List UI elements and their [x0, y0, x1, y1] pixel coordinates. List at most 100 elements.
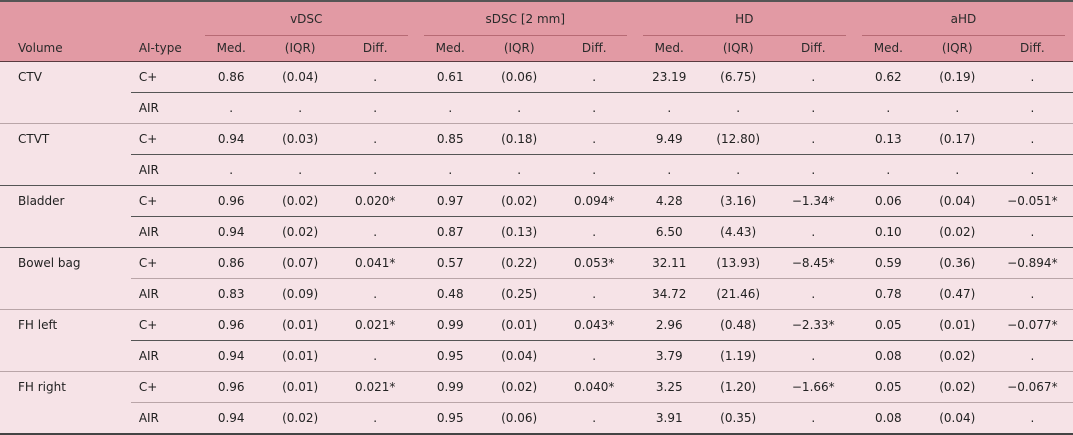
- cell-v-iqr: .: [265, 154, 335, 186]
- cell-s-diff: 0.040*: [553, 371, 635, 403]
- cell-s-diff: 0.053*: [553, 247, 635, 279]
- cell-h-diff: −1.34*: [772, 185, 854, 217]
- cell-s-iqr: (0.01): [484, 309, 554, 341]
- cell-v-med: 0.94: [196, 340, 266, 372]
- cell-a-med: 0.10: [853, 216, 923, 248]
- cell-v-med: 0.96: [196, 185, 266, 217]
- table-row: AIR 0.94 (0.02). 0.87 (0.13). 6.50 (4.43). 0.10…: [0, 216, 1073, 248]
- cell-ai-type: AIR: [130, 402, 197, 435]
- cell-h-med: 32.11: [634, 247, 704, 279]
- cell-h-med: 34.72: [634, 278, 704, 310]
- cell-v-diff: .: [334, 402, 416, 435]
- cell-v-med: 0.83: [196, 278, 266, 310]
- cell-s-med: 0.87: [415, 216, 485, 248]
- cell-a-diff: −0.051*: [991, 185, 1073, 217]
- cell-v-diff: .: [334, 278, 416, 310]
- cell-v-med: .: [196, 154, 266, 186]
- cell-ai-type: AIR: [130, 278, 197, 310]
- cell-h-iqr: (0.48): [703, 309, 773, 341]
- cell-h-med: 2.96: [634, 309, 704, 341]
- cell-ai-type: C+: [130, 309, 197, 341]
- cell-v-iqr: .: [265, 92, 335, 124]
- cell-v-iqr: (0.03): [265, 123, 335, 155]
- column-header-med: Med.: [196, 35, 266, 62]
- group-header-hd: HD: [635, 1, 854, 35]
- cell-h-iqr: (12.80): [703, 123, 773, 155]
- cell-h-med: .: [634, 154, 704, 186]
- column-header-iqr: (IQR): [922, 35, 992, 62]
- cell-a-diff: .: [991, 216, 1073, 248]
- cell-a-diff: .: [991, 340, 1073, 372]
- cell-a-med: 0.08: [853, 340, 923, 372]
- cell-h-iqr: (3.16): [703, 185, 773, 217]
- cell-h-diff: .: [772, 92, 854, 124]
- cell-h-iqr: (6.75): [703, 61, 773, 93]
- column-header-diff: Diff.: [334, 35, 416, 62]
- cell-s-iqr: (0.02): [484, 371, 554, 403]
- cell-v-iqr: (0.01): [265, 309, 335, 341]
- cell-s-iqr: (0.06): [484, 61, 554, 93]
- cell-s-med: 0.57: [415, 247, 485, 279]
- cell-s-iqr: (0.22): [484, 247, 554, 279]
- cell-h-iqr: (21.46): [703, 278, 773, 310]
- cell-s-iqr: (0.06): [484, 402, 554, 435]
- cell-v-diff: 0.041*: [334, 247, 416, 279]
- cell-a-diff: .: [991, 402, 1073, 435]
- cell-h-med: 4.28: [634, 185, 704, 217]
- cell-s-med: 0.97: [415, 185, 485, 217]
- cell-ai-type: C+: [130, 247, 197, 279]
- cell-v-med: 0.86: [196, 61, 266, 93]
- cell-a-med: .: [853, 92, 923, 124]
- table-header: vDSC sDSC [2 mm] HD aHD Volume AI-type M…: [0, 1, 1073, 62]
- cell-a-iqr: .: [922, 154, 992, 186]
- cell-a-iqr: (0.19): [922, 61, 992, 93]
- cell-h-iqr: (1.19): [703, 340, 773, 372]
- cell-a-iqr: (0.02): [922, 340, 992, 372]
- group-header-vdsc: vDSC: [197, 1, 416, 35]
- cell-ai-type: C+: [130, 123, 197, 155]
- cell-a-diff: −0.894*: [991, 247, 1073, 279]
- cell-s-med: 0.95: [415, 402, 485, 435]
- cell-h-diff: .: [772, 154, 854, 186]
- cell-v-iqr: (0.09): [265, 278, 335, 310]
- cell-a-iqr: .: [922, 92, 992, 124]
- cell-h-iqr: (13.93): [703, 247, 773, 279]
- cell-s-diff: .: [553, 154, 635, 186]
- cell-s-med: 0.95: [415, 340, 485, 372]
- cell-a-iqr: (0.04): [922, 185, 992, 217]
- cell-s-med: 0.61: [415, 61, 485, 93]
- cell-v-med: 0.96: [196, 371, 266, 403]
- cell-h-iqr: .: [703, 92, 773, 124]
- cell-ai-type: AIR: [130, 216, 197, 248]
- table-row: FH left C+ 0.96 (0.01) 0.021* 0.99 (0.01) 0.043…: [0, 309, 1073, 372]
- cell-h-diff: −1.66*: [772, 371, 854, 403]
- cell-s-diff: .: [553, 340, 635, 372]
- cell-s-diff: .: [553, 216, 635, 248]
- cell-s-med: 0.99: [415, 309, 485, 341]
- header-blank: [0, 1, 131, 35]
- column-header-diff: Diff.: [553, 35, 635, 62]
- cell-s-iqr: .: [484, 154, 554, 186]
- cell-v-med: 0.94: [196, 402, 266, 435]
- cell-h-diff: .: [772, 61, 854, 93]
- table-row: AIR............: [0, 92, 1073, 124]
- table-row: Bladder C+ 0.96 (0.02) 0.020* 0.97 (0.02) 0.094…: [0, 185, 1073, 248]
- cell-s-diff: .: [553, 123, 635, 155]
- cell-h-med: .: [634, 92, 704, 124]
- cell-s-med: .: [415, 154, 485, 186]
- cell-s-iqr: (0.04): [484, 340, 554, 372]
- cell-h-diff: .: [772, 340, 854, 372]
- cell-volume: CTV: [0, 61, 131, 124]
- cell-v-diff: .: [334, 123, 416, 155]
- cell-v-med: .: [196, 92, 266, 124]
- cell-a-med: 0.08: [853, 402, 923, 435]
- cell-v-med: 0.94: [196, 123, 266, 155]
- cell-v-iqr: (0.02): [265, 185, 335, 217]
- cell-v-med: 0.96: [196, 309, 266, 341]
- cell-a-med: 0.05: [853, 371, 923, 403]
- cell-a-med: 0.78: [853, 278, 923, 310]
- column-header-iqr: (IQR): [265, 35, 335, 62]
- cell-a-iqr: (0.04): [922, 402, 992, 435]
- cell-h-diff: .: [772, 216, 854, 248]
